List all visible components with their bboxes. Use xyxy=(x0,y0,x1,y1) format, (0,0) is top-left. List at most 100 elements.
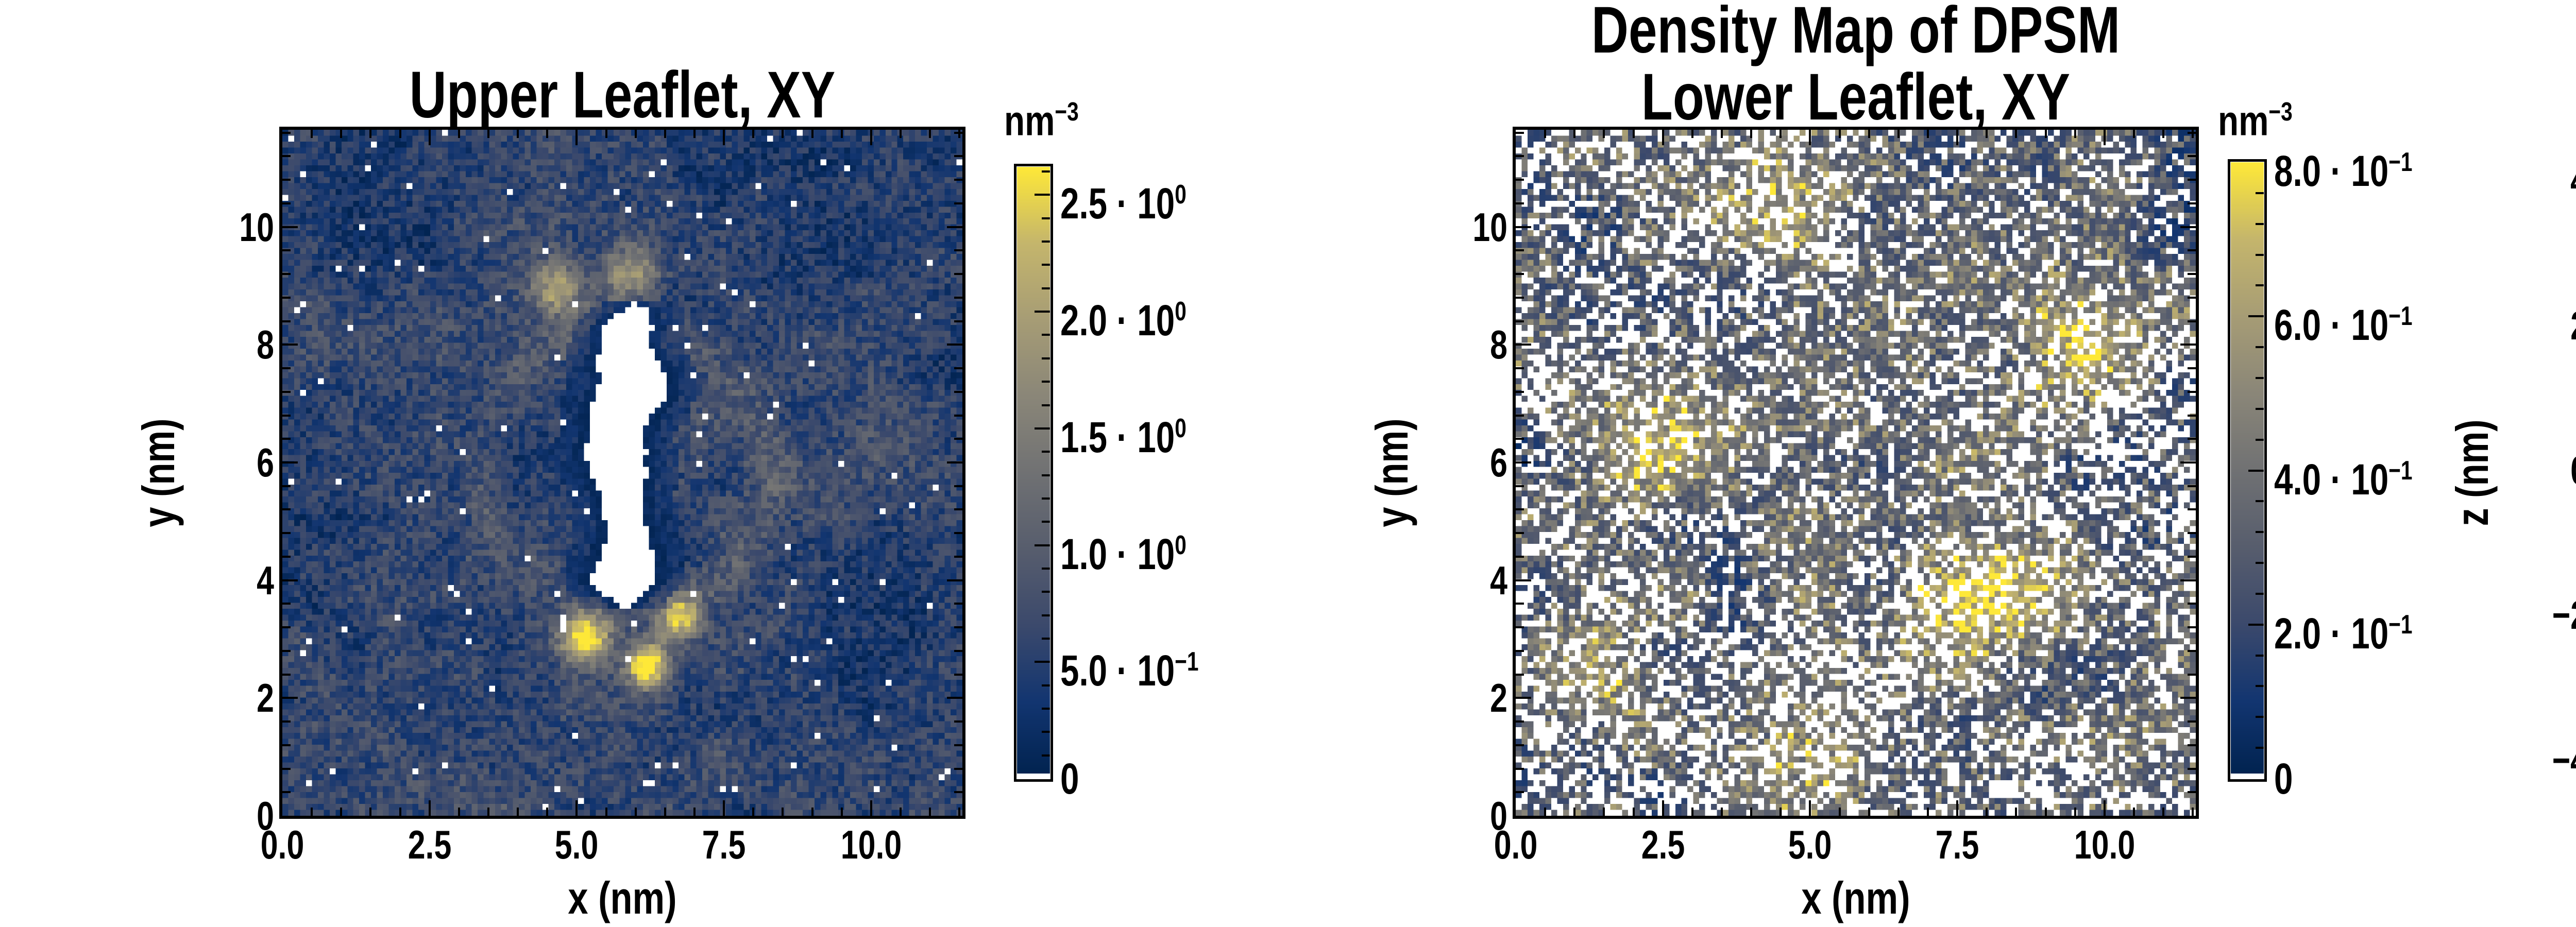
y-tick xyxy=(282,485,291,487)
x-tick xyxy=(752,808,755,816)
x-tick xyxy=(1662,800,1664,816)
colorbar-tick xyxy=(1042,404,1050,406)
y-tick-right xyxy=(2188,320,2196,322)
x-tick xyxy=(1544,808,1547,816)
y-tick xyxy=(1516,320,1524,322)
x-tick-top xyxy=(575,130,578,145)
plot-border-lower-leaflet-xy xyxy=(1513,127,2199,819)
y-tick-right xyxy=(954,202,962,204)
y-tick xyxy=(282,296,291,299)
colorbar-tick-label: 2.0 · 100 xyxy=(1060,296,1187,345)
x-tick xyxy=(1750,808,1753,816)
x-tick xyxy=(664,808,666,816)
y-tick-label: 2 xyxy=(257,675,274,721)
x-tick-top xyxy=(428,130,431,145)
y-tick-right xyxy=(954,767,962,770)
y-tick-right xyxy=(2180,697,2196,699)
colorbar-tick xyxy=(1042,264,1050,266)
y-tick xyxy=(1516,131,1524,134)
y-tick-right xyxy=(2188,791,2196,794)
y-tick-right xyxy=(2188,508,2196,511)
y-tick-label: 6 xyxy=(1490,439,1507,485)
x-tick-top xyxy=(1927,130,1929,138)
x-tick-top xyxy=(2044,130,2047,138)
colorbar2-title-exponent: −3 xyxy=(2268,97,2293,126)
y-tick xyxy=(282,414,291,417)
x-tick-label: 10.0 xyxy=(2074,822,2136,867)
y-tick-right xyxy=(954,438,962,440)
y-tick xyxy=(282,344,298,346)
x-tick-top xyxy=(311,130,313,138)
y-tick-right xyxy=(954,390,962,393)
y-tick xyxy=(282,155,291,158)
x-tick xyxy=(1780,808,1782,816)
y-tick xyxy=(1516,273,1524,276)
x-tick-top xyxy=(1691,130,1693,138)
y-tick xyxy=(1516,390,1524,393)
x-tick-label: 2.5 xyxy=(408,822,451,867)
y-tick xyxy=(282,555,291,558)
x-tick-label: 2.5 xyxy=(1641,822,1685,867)
colorbar-tick xyxy=(1042,591,1050,593)
x-tick xyxy=(428,800,431,816)
x-tick-top xyxy=(1897,130,1900,138)
exponent: −1 xyxy=(2388,455,2413,486)
x-tick-top xyxy=(693,130,696,138)
y-tick-label: 6 xyxy=(257,439,274,485)
colorbar-tick xyxy=(1042,637,1050,640)
x-tick-top xyxy=(2074,130,2076,138)
colorbar-tick xyxy=(1035,544,1050,546)
y-tick-right xyxy=(2188,202,2196,204)
colorbar-tick xyxy=(1042,170,1050,173)
colorbar-tick xyxy=(2248,623,2264,626)
x-tick-top xyxy=(2162,130,2165,138)
y-tick-right xyxy=(954,485,962,487)
y-tick-right xyxy=(2188,485,2196,487)
y-tick-right xyxy=(954,508,962,511)
x-tick xyxy=(2074,808,2076,816)
colorbar-tick xyxy=(1042,334,1050,336)
y-tick-right xyxy=(2188,155,2196,158)
y-tick xyxy=(1516,767,1524,770)
colorbar-tick xyxy=(1042,754,1050,757)
x-tick xyxy=(723,800,725,816)
x-tick-top xyxy=(369,130,372,138)
colorbar-tick xyxy=(2256,407,2264,410)
x-tick xyxy=(1632,808,1635,816)
colorbar-tick xyxy=(1042,287,1050,289)
x-tick-top xyxy=(958,130,961,138)
colorbar-tick xyxy=(1042,357,1050,359)
x-tick-top xyxy=(2133,130,2135,138)
x-tick xyxy=(1691,808,1693,816)
y-tick-right xyxy=(2188,414,2196,417)
x-tick xyxy=(2103,800,2106,816)
colorbar1-title-exponent: −3 xyxy=(1055,97,1079,126)
x-tick-top xyxy=(546,130,549,138)
colorbar-tick xyxy=(1042,217,1050,219)
y-tick xyxy=(1516,579,1531,581)
colorbar-tick xyxy=(2256,685,2264,688)
y-tick xyxy=(282,202,291,204)
colorbar-tick xyxy=(2256,253,2264,256)
colorbar1-title: nm−3 xyxy=(1004,91,1177,142)
x-tick xyxy=(311,808,313,816)
x-tick xyxy=(399,808,401,816)
x-tick-top xyxy=(1544,130,1547,138)
colorbar-tick xyxy=(1042,381,1050,383)
y-tick xyxy=(1516,155,1524,158)
y-tick-right xyxy=(954,720,962,723)
y-tick-right xyxy=(2188,649,2196,652)
colorbar-tick xyxy=(2256,284,2264,287)
y-tick xyxy=(282,720,291,723)
y-tick xyxy=(282,626,291,629)
y-tick xyxy=(1516,344,1531,346)
panel2-title: Lower Leaflet, XY xyxy=(1641,60,2071,134)
y-tick xyxy=(1516,791,1524,794)
x-tick-label: 10.0 xyxy=(840,822,902,867)
y-tick-label: −4 xyxy=(2552,737,2576,783)
y-tick xyxy=(1516,367,1524,370)
y-tick xyxy=(1516,179,1524,181)
colorbar-tick xyxy=(2248,469,2264,472)
colorbar-tick xyxy=(1035,311,1050,313)
y-tick-right xyxy=(947,344,962,346)
